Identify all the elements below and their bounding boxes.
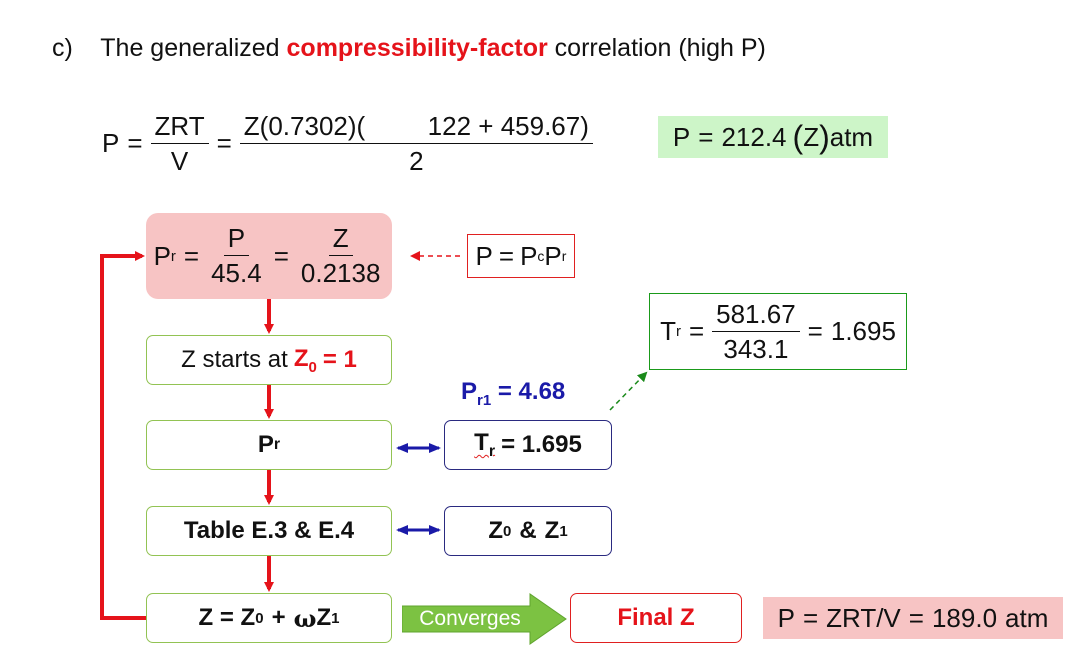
tr-dashed-arrow bbox=[609, 371, 648, 411]
pr-box-lhs: P bbox=[153, 240, 171, 271]
pressure-result-z: Z bbox=[803, 121, 820, 152]
heading-label: c) bbox=[52, 34, 73, 62]
fraction-2-numerator: Z(0.7302)( 122 + 459.67) bbox=[239, 111, 593, 144]
pressure-fraction-1: ZRT V bbox=[150, 112, 209, 176]
pressure-result: P = 212.4 (Z) atm bbox=[658, 116, 888, 158]
z0z1-z1-sup: 1 bbox=[559, 522, 568, 540]
tr-eq-result: 1.695 bbox=[830, 316, 896, 346]
p-pc-pr-rhs-b-sub: r bbox=[561, 248, 567, 264]
pr-box-frac1-num: P bbox=[223, 224, 250, 256]
z-start-z-sub: 0 bbox=[308, 358, 317, 376]
pr-box-lhs-sub: r bbox=[170, 247, 176, 265]
z-start-z: Z bbox=[293, 344, 309, 372]
pr-box-frac2-den: 0.2138 bbox=[300, 258, 381, 288]
tr-node-value: = 1.695 bbox=[501, 431, 582, 458]
p-pc-pr-lhs: P bbox=[475, 240, 493, 271]
final-eq-value: 189.0 bbox=[931, 602, 998, 633]
pr-box-frac1-den: 45.4 bbox=[211, 258, 262, 288]
pr-node-p: P bbox=[257, 431, 274, 458]
tr-node-t-letter: T bbox=[474, 429, 489, 457]
z-eq-omega: ω bbox=[293, 603, 317, 633]
tr-eq-lhs: T bbox=[660, 316, 676, 346]
z-eq-z: Z = Z bbox=[198, 604, 256, 631]
pr1-p: P bbox=[461, 378, 478, 405]
pressure-equation: P = ZRT V = Z(0.7302)( 122 + 459.67) 2 bbox=[102, 112, 593, 175]
tr-eq-numerator: 581.67 bbox=[712, 300, 800, 332]
pr1-sub: r1 bbox=[477, 391, 492, 409]
converges-label: Converges bbox=[419, 607, 521, 630]
final-eq-mid: ZRT/V bbox=[826, 602, 901, 633]
z0z1-z0: Z bbox=[488, 517, 503, 544]
z-eq-plus: + bbox=[271, 604, 286, 631]
final-eq-lhs: P bbox=[777, 602, 795, 633]
final-z-text: Final Z bbox=[617, 604, 695, 631]
pressure-result-lhs: P bbox=[672, 121, 691, 152]
tr-eq-denominator: 343.1 bbox=[723, 333, 789, 364]
tr-eq-lhs-sub: r bbox=[675, 323, 681, 340]
tr-node: Tr = 1.695 bbox=[444, 420, 612, 470]
pressure-result-unit: atm bbox=[829, 121, 874, 152]
final-pressure-result: P = ZRT/V = 189.0 atm bbox=[763, 597, 1063, 639]
fraction-2-num-part-b: 122 bbox=[427, 111, 472, 141]
pr-box-fraction-2: Z 0.2138 bbox=[297, 224, 385, 287]
fraction-1-denominator: V bbox=[170, 145, 189, 176]
pr-box-frac2-num: Z bbox=[328, 224, 353, 256]
heading: c) The generalized compressibility-facto… bbox=[52, 34, 766, 63]
z-eq-z1: Z bbox=[316, 604, 332, 631]
pr-box-fraction-1: P 45.4 bbox=[207, 224, 266, 287]
final-z-node: Final Z bbox=[570, 593, 742, 643]
table-node-text: Table E.3 & E.4 bbox=[183, 517, 355, 544]
p-pc-pr-rhs-a-sub: c bbox=[537, 248, 545, 264]
pressure-result-value: 212.4 bbox=[721, 121, 787, 152]
fraction-2-num-part-c: 459.67) bbox=[500, 111, 589, 141]
p-pc-pr-rhs-b: P bbox=[544, 240, 562, 271]
converges-arrow: Converges bbox=[401, 592, 567, 646]
z-start-text: Z starts at bbox=[181, 346, 288, 373]
z-eq-sup1: 1 bbox=[331, 609, 340, 627]
pressure-eq-lhs: P bbox=[102, 128, 120, 159]
tr-eq-fraction: 581.67 343.1 bbox=[712, 300, 800, 363]
tr-node-sub: r bbox=[488, 442, 496, 460]
pr-node-sub: r bbox=[273, 436, 281, 453]
pressure-fraction-2: Z(0.7302)( 122 + 459.67) 2 bbox=[239, 111, 593, 176]
converges-arrow-shape bbox=[401, 593, 567, 645]
z-start-node: Z starts at Z0 = 1 bbox=[146, 335, 392, 385]
z0z1-amp: & bbox=[519, 517, 537, 544]
feedback-loop-arrow bbox=[100, 251, 146, 620]
heading-text-after: correlation (high P) bbox=[554, 34, 766, 62]
table-node: Table E.3 & E.4 bbox=[146, 506, 392, 556]
pr1-label: Pr1 = 4.68 bbox=[461, 378, 565, 409]
z-eq-sup0: 0 bbox=[255, 609, 264, 627]
z0z1-z1: Z bbox=[544, 517, 560, 544]
final-eq-unit: atm bbox=[1005, 602, 1049, 633]
z-start-tail: = 1 bbox=[322, 346, 357, 373]
z0z1-z0-sup: 0 bbox=[502, 522, 512, 540]
fraction-1-numerator: ZRT bbox=[150, 112, 209, 144]
fraction-2-num-part-a: Z(0.7302)( bbox=[243, 111, 366, 141]
p-pc-pr-rhs-a: P bbox=[520, 240, 538, 271]
fraction-2-denominator: 2 bbox=[409, 145, 424, 176]
heading-highlight: compressibility-factor bbox=[286, 34, 548, 62]
heading-text-before: The generalized bbox=[100, 34, 280, 62]
fraction-2-num-plus: + bbox=[478, 111, 494, 141]
tr-node-t: Tr bbox=[474, 429, 495, 461]
pr1-value: = 4.68 bbox=[497, 378, 566, 405]
z-start-z0: Z0 bbox=[294, 345, 317, 376]
